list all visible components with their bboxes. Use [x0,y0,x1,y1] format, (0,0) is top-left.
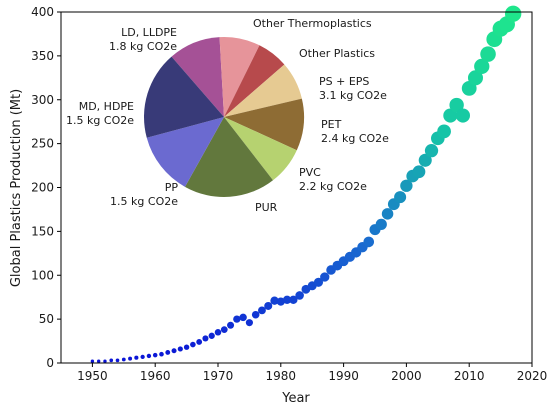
data-point-1956 [128,356,133,361]
data-point-2012 [474,58,490,75]
scatter-series [90,5,522,363]
data-point-1958 [140,354,145,359]
y-tick-label: 400 [31,5,54,19]
data-point-1953 [109,358,114,363]
pie-slice-8 [143,56,224,138]
pie-slice-5 [224,117,297,181]
data-point-1994 [363,236,375,248]
data-point-2002 [412,165,426,179]
data-point-2004 [424,144,439,158]
y-axis: 0 50 100 150 200 250 300 350 400 [31,5,61,370]
pie-label-3: PET 2.4 kg CO2e [321,118,389,145]
data-point-2006 [437,124,451,139]
data-point-1963 [171,348,177,354]
y-tick-label: 100 [31,268,54,282]
data-point-1966 [190,341,196,348]
pie-labels: Other Thermoplastics Other Plastics PS + E… [66,17,389,214]
x-tick-label: 1950 [77,369,108,383]
y-tick-label: 250 [31,137,54,151]
pie-label-5: PUR [255,201,278,214]
x-axis: 1950 1960 1970 1980 1990 2000 2010 2020 [77,363,547,383]
y-tick-label: 200 [31,181,54,195]
data-point-1962 [165,350,171,355]
pie-slice-4 [224,98,305,151]
data-point-1975 [245,319,253,327]
y-tick-label: 50 [39,312,54,326]
data-point-1968 [202,335,209,342]
data-point-2011 [467,70,483,86]
y-tick-label: 300 [31,93,54,107]
data-point-1979 [270,296,279,305]
data-point-1951 [96,359,101,363]
data-point-1977 [258,306,266,315]
data-point-1997 [381,208,394,220]
pie-slice-2 [224,45,285,117]
data-point-1961 [159,351,164,357]
data-point-1965 [183,344,190,350]
data-point-2007 [443,108,458,123]
data-point-2017 [504,5,522,22]
pie-label-8: LD, LLDPE 1.8 kg CO2e [109,26,177,53]
data-point-1978 [264,301,273,310]
data-point-1967 [196,339,203,345]
x-tick-label: 1960 [140,369,171,383]
data-point-1983 [295,291,304,300]
data-point-1987 [320,272,330,282]
data-point-1960 [152,352,158,358]
pie-label-4: PVC 2.2 kg CO2e [299,166,367,193]
data-point-1982 [289,295,298,304]
x-tick-label: 1980 [266,369,297,383]
pie-chart [143,36,305,198]
data-point-1964 [177,346,183,352]
pie-slice-7 [146,117,224,187]
pie-label-1: Other Plastics [299,47,375,60]
pie-slice-6 [184,117,273,198]
y-axis-title: Global Plastics Production (Mt) [9,89,24,287]
pie-label-0: Other Thermoplastics [253,17,372,30]
data-point-1973 [233,315,241,323]
data-point-1986 [313,277,324,287]
pie-label-2: PS + EPS 3.1 kg CO2e [319,75,387,102]
data-point-2013 [480,46,496,62]
data-point-1959 [146,353,152,359]
y-tick-label: 150 [31,224,54,238]
data-point-1996 [375,218,387,230]
data-point-1952 [103,359,107,363]
x-tick-label: 2010 [454,369,485,383]
pie-label-6: PP 1.5 kg CO2e [110,181,178,208]
data-point-1981 [282,295,292,304]
data-point-1972 [227,321,235,329]
pie-slice-3 [224,64,302,117]
data-point-1969 [208,332,215,339]
x-tick-label: 2000 [391,369,422,383]
data-point-1950 [90,359,95,363]
data-point-2003 [418,153,432,167]
data-point-1999 [394,191,407,204]
data-point-1954 [115,358,120,363]
x-tick-label: 1970 [203,369,234,383]
y-tick-label: 350 [31,49,54,63]
pie-slice-1 [219,36,260,118]
pie-label-7: MD, HDPE 1.5 kg CO2e [66,100,134,127]
data-point-1974 [239,313,247,322]
data-point-1957 [134,355,139,360]
data-point-1980 [276,297,285,306]
data-point-1971 [220,326,228,334]
data-point-2009 [455,108,471,123]
y-tick-label: 0 [46,356,54,370]
pie-slice-0 [171,37,224,118]
data-point-1976 [251,310,260,319]
data-point-1955 [121,357,126,362]
data-point-2008 [449,97,464,113]
x-axis-title: Year [281,391,310,406]
data-point-1970 [214,329,222,336]
x-tick-label: 2020 [517,369,548,383]
data-point-2000 [400,179,413,192]
x-tick-label: 1990 [328,369,359,383]
